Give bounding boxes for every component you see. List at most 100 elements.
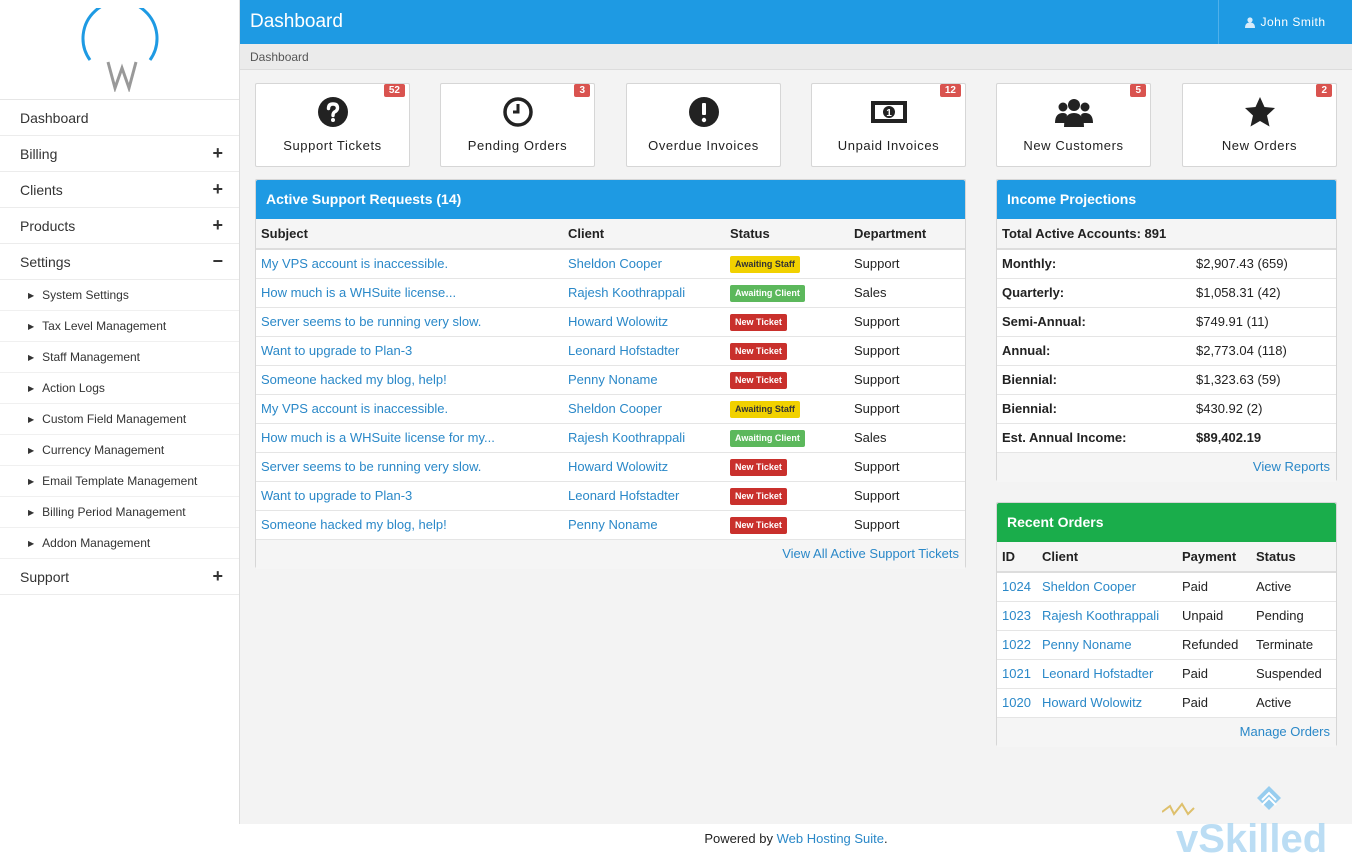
caret-right-icon: ▶ xyxy=(28,507,35,517)
stat-pending-orders[interactable]: 3 Pending Orders xyxy=(440,83,595,167)
sidebar-subitem-label: Billing Period Management xyxy=(42,505,186,519)
column-header[interactable]: Status xyxy=(725,219,849,250)
ticket-subject-link[interactable]: Want to upgrade to Plan-3 xyxy=(261,488,413,503)
column-header[interactable]: Client xyxy=(1037,542,1177,573)
client-link[interactable]: Howard Wolowitz xyxy=(568,459,669,474)
income-label: Biennial: xyxy=(997,365,1191,395)
payment-cell: Paid xyxy=(1177,659,1251,689)
sidebar-item-support[interactable]: Support + xyxy=(0,559,239,595)
expand-icon[interactable]: + xyxy=(212,179,223,199)
expand-icon[interactable]: + xyxy=(212,566,223,586)
client-link[interactable]: Leonard Hofstadter xyxy=(568,343,680,358)
panel-title: Active Support Requests (14) xyxy=(256,180,965,219)
sidebar-item-billing[interactable]: Billing + xyxy=(0,136,239,172)
table-row: Monthly: $2,907.43 (659) xyxy=(997,249,1336,279)
order-id-link[interactable]: 1022 xyxy=(1002,637,1031,652)
client-link[interactable]: Howard Wolowitz xyxy=(568,314,669,329)
sidebar-subitem[interactable]: ▶ Action Logs xyxy=(0,373,239,404)
breadcrumb-item[interactable]: Dashboard xyxy=(250,50,309,64)
income-table: Total Active Accounts: 891 Monthly: $2,90… xyxy=(997,219,1336,453)
column-header[interactable]: Status xyxy=(1251,542,1336,573)
table-row: 1022 Penny Noname Refunded Terminate xyxy=(997,630,1336,660)
client-link[interactable]: Howard Wolowitz xyxy=(1042,695,1143,710)
view-all-tickets-link[interactable]: View All Active Support Tickets xyxy=(782,545,959,561)
sidebar-subitem[interactable]: ▶ Tax Level Management xyxy=(0,311,239,342)
stat-label: Pending Orders xyxy=(467,138,568,153)
client-link[interactable]: Sheldon Cooper xyxy=(568,256,662,272)
caret-right-icon: ▶ xyxy=(28,445,35,455)
sidebar-subitem-label: Action Logs xyxy=(42,381,105,395)
income-label: Semi-Annual: xyxy=(997,307,1191,337)
stat-new-customers[interactable]: 5 New Customers xyxy=(996,83,1151,167)
logo[interactable] xyxy=(0,0,239,100)
footer-link[interactable]: Web Hosting Suite xyxy=(776,831,885,846)
client-link[interactable]: Leonard Hofstadter xyxy=(1042,666,1154,681)
ticket-subject-link[interactable]: Server seems to be running very slow. xyxy=(261,314,482,329)
client-link[interactable]: Rajesh Koothrappali xyxy=(568,285,686,300)
sidebar-subitem[interactable]: ▶ System Settings xyxy=(0,280,239,311)
client-link[interactable]: Leonard Hofstadter xyxy=(568,488,680,503)
ticket-subject-link[interactable]: Someone hacked my blog, help! xyxy=(261,372,447,387)
count-badge: 52 xyxy=(383,84,405,97)
stat-new-orders[interactable]: 2 New Orders xyxy=(1182,83,1337,167)
client-link[interactable]: Penny Noname xyxy=(1042,637,1132,652)
ticket-subject-link[interactable]: How much is a WHSuite license for my... xyxy=(261,430,495,445)
ticket-subject-link[interactable]: Want to upgrade to Plan-3 xyxy=(261,343,413,358)
sidebar-subitem-label: Staff Management xyxy=(42,350,140,364)
client-link[interactable]: Penny Noname xyxy=(568,517,658,532)
order-id-link[interactable]: 1024 xyxy=(1002,579,1031,595)
sidebar-subitem[interactable]: ▶ Billing Period Management xyxy=(0,497,239,528)
column-header[interactable]: Client xyxy=(563,219,725,250)
client-link[interactable]: Sheldon Cooper xyxy=(568,401,662,416)
table-row: 1021 Leonard Hofstadter Paid Suspended xyxy=(997,659,1336,689)
sidebar-item-settings[interactable]: Settings − xyxy=(0,244,239,280)
sidebar-subitem[interactable]: ▶ Staff Management xyxy=(0,342,239,373)
order-id-link[interactable]: 1023 xyxy=(1002,608,1031,623)
sidebar-item-label: Support xyxy=(20,568,70,585)
ticket-subject-link[interactable]: Server seems to be running very slow. xyxy=(261,459,482,474)
income-value: $89,402.19 xyxy=(1191,423,1336,453)
column-header[interactable]: ID xyxy=(997,542,1037,573)
client-link[interactable]: Rajesh Koothrappali xyxy=(1042,608,1160,623)
ticket-subject-link[interactable]: How much is a WHSuite license... xyxy=(261,285,457,300)
client-link[interactable]: Penny Noname xyxy=(568,372,658,387)
column-header[interactable]: Department xyxy=(849,219,965,250)
user-menu[interactable]: John Smith xyxy=(1218,0,1352,44)
expand-icon[interactable]: + xyxy=(212,143,223,163)
page-title: Dashboard xyxy=(250,11,343,32)
count-badge: 3 xyxy=(574,84,590,97)
sidebar-subitem-label: Tax Level Management xyxy=(42,319,167,333)
ticket-subject-link[interactable]: Someone hacked my blog, help! xyxy=(261,517,447,532)
sidebar-subitem[interactable]: ▶ Email Template Management xyxy=(0,466,239,497)
department-cell: Support xyxy=(849,394,965,424)
stat-overdue-invoices[interactable]: Overdue Invoices xyxy=(626,83,781,167)
stat-support-tickets[interactable]: 52 Support Tickets xyxy=(255,83,410,167)
client-link[interactable]: Sheldon Cooper xyxy=(1042,579,1136,595)
order-id-link[interactable]: 1021 xyxy=(1002,666,1031,681)
client-link[interactable]: Rajesh Koothrappali xyxy=(568,430,686,445)
column-header[interactable]: Subject xyxy=(256,219,563,250)
income-value: $430.92 (2) xyxy=(1191,394,1336,424)
sidebar-item-label: Products xyxy=(20,217,76,234)
sidebar-item-dashboard[interactable]: Dashboard xyxy=(0,100,239,136)
sidebar-subitem-label: Custom Field Management xyxy=(42,412,187,426)
order-id-link[interactable]: 1020 xyxy=(1002,695,1031,710)
collapse-icon[interactable]: − xyxy=(212,251,223,271)
sidebar-subitem[interactable]: ▶ Addon Management xyxy=(0,528,239,559)
view-reports-link[interactable]: View Reports xyxy=(1252,458,1330,474)
panel-title: Income Projections xyxy=(997,180,1336,219)
table-row: How much is a WHSuite license for my... R… xyxy=(256,423,965,453)
sidebar-item-products[interactable]: Products + xyxy=(0,208,239,244)
sidebar-item-clients[interactable]: Clients + xyxy=(0,172,239,208)
stat-unpaid-invoices[interactable]: 12 1 Unpaid Invoices xyxy=(811,83,966,167)
column-header[interactable]: Payment xyxy=(1177,542,1251,573)
sidebar-subitem[interactable]: ▶ Custom Field Management xyxy=(0,404,239,435)
sidebar-subitem-label: Addon Management xyxy=(42,536,151,550)
ticket-subject-link[interactable]: My VPS account is inaccessible. xyxy=(261,401,449,416)
manage-orders-link[interactable]: Manage Orders xyxy=(1239,723,1330,739)
sidebar-subitem[interactable]: ▶ Currency Management xyxy=(0,435,239,466)
expand-icon[interactable]: + xyxy=(212,215,223,235)
breadcrumb: Dashboard xyxy=(240,44,1352,70)
caret-right-icon: ▶ xyxy=(28,476,35,486)
ticket-subject-link[interactable]: My VPS account is inaccessible. xyxy=(261,256,449,272)
